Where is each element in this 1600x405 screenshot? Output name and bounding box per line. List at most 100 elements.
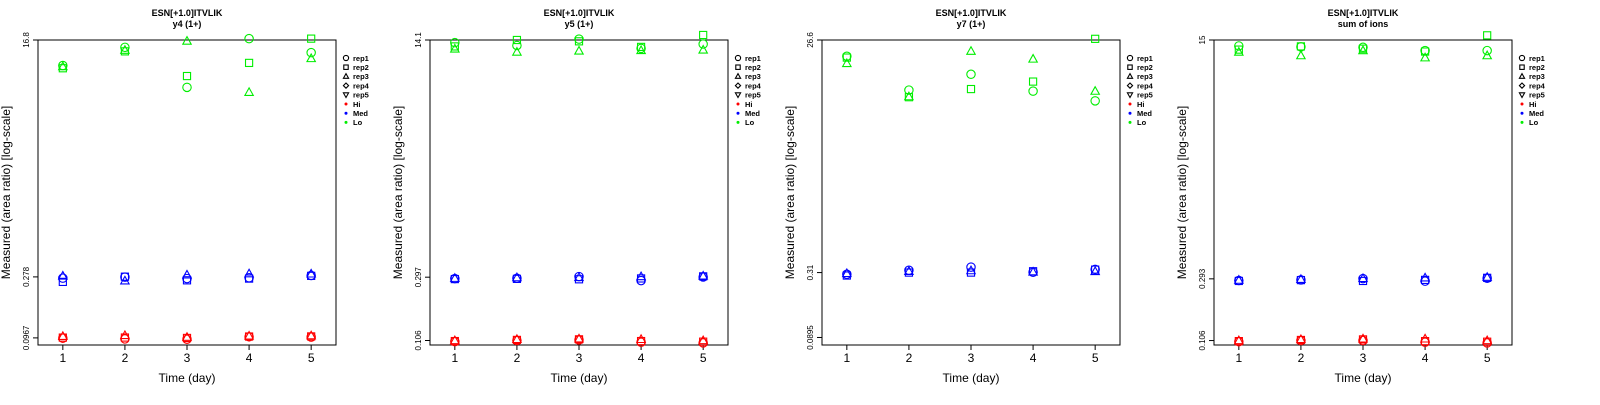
data-point-hi-rep3 <box>635 333 647 344</box>
data-point-lo-rep3 <box>306 52 317 63</box>
data-point-lo-rep1 <box>1234 41 1244 51</box>
data-point-lo-rep2 <box>182 71 192 81</box>
data-point-lo-rep1 <box>1090 96 1100 106</box>
legend-dot-med <box>344 111 348 115</box>
legend-label: rep4 <box>1529 81 1546 90</box>
legend-label: Med <box>1529 109 1544 118</box>
data-point-lo-rep3 <box>243 86 255 96</box>
data-point-hi-rep3 <box>573 333 585 343</box>
data-point-lo-rep2 <box>636 42 646 52</box>
plot-frame <box>1213 39 1513 346</box>
data-point-lo-rep2 <box>1420 47 1430 56</box>
data-point-lo-rep2 <box>244 58 254 68</box>
data-point-lo-rep1 <box>698 39 708 49</box>
data-point-lo-rep1 <box>450 37 460 48</box>
y-axis-label: Measured (area ratio) [log-scale] <box>0 106 13 279</box>
data-point-med-rep2 <box>450 274 459 284</box>
y-tick-label: 0.297 <box>414 267 423 288</box>
data-point-lo-rep2 <box>1483 31 1492 40</box>
legend-label: rep2 <box>745 63 761 72</box>
data-point-lo-rep1 <box>842 51 852 61</box>
plot-frame <box>37 39 337 346</box>
x-tick-label: 4 <box>638 351 645 365</box>
data-point-lo-rep2 <box>574 37 584 46</box>
y-axis-label: Measured (area ratio) [log-scale] <box>1175 106 1189 279</box>
data-point-lo-rep1 <box>306 47 316 58</box>
data-point-med-rep3 <box>1357 272 1369 283</box>
data-point-lo-rep2 <box>699 30 708 40</box>
legend-dot-med <box>1128 111 1132 115</box>
legend-label: Hi <box>745 100 753 109</box>
data-point-med-rep3 <box>965 265 977 275</box>
legend-marker-rep2 <box>343 64 349 70</box>
data-point-lo-rep1 <box>120 42 130 53</box>
legend-label: rep2 <box>1137 63 1153 72</box>
data-point-lo-rep1 <box>904 85 914 95</box>
data-point-lo-rep3 <box>1233 46 1244 56</box>
data-point-lo-rep3 <box>1295 50 1307 60</box>
x-tick-label: 3 <box>184 351 191 365</box>
legend-marker-rep4 <box>1126 82 1134 89</box>
data-point-lo-rep3 <box>1357 45 1369 55</box>
x-tick-label: 3 <box>1360 351 1367 365</box>
chart-title: ESN[+1.0]ITVLIK <box>1328 8 1399 18</box>
chart-subtitle: y4 (1+) <box>173 19 202 29</box>
legend-label: rep4 <box>1137 81 1154 90</box>
x-axis-label: Time (day) <box>551 371 608 385</box>
data-point-lo-rep3 <box>181 35 193 45</box>
x-tick-label: 4 <box>1422 351 1429 365</box>
data-point-hi-rep3 <box>698 334 709 345</box>
data-point-lo-rep2 <box>842 53 851 62</box>
legend-label: Hi <box>1529 100 1537 109</box>
data-point-med-rep3 <box>1482 271 1493 281</box>
data-point-hi-rep3 <box>1357 333 1369 343</box>
data-point-hi-rep3 <box>511 333 523 344</box>
data-point-med-rep3 <box>1090 265 1101 276</box>
data-point-lo-rep3 <box>635 44 647 55</box>
x-axis-label: Time (day) <box>943 371 1000 385</box>
data-point-med-rep3 <box>635 271 647 281</box>
legend-label: Lo <box>353 118 363 127</box>
legend-marker-rep2 <box>1519 64 1525 70</box>
data-point-lo-rep3 <box>698 44 709 54</box>
data-point-hi-rep3 <box>57 330 68 340</box>
data-point-lo-rep1 <box>182 82 192 93</box>
y-tick-label: 0.106 <box>1198 330 1207 351</box>
data-point-hi-rep1 <box>182 334 192 344</box>
y-tick-label: 16.8 <box>22 32 31 48</box>
data-point-lo-rep2 <box>512 35 522 45</box>
data-point-hi-rep2 <box>450 336 459 346</box>
legend-label: rep3 <box>745 72 761 81</box>
legend-label: Lo <box>1137 118 1147 127</box>
data-point-lo-rep3 <box>57 61 68 71</box>
legend-label: rep5 <box>1529 91 1545 100</box>
legend-label: Lo <box>1529 118 1539 127</box>
data-point-med-rep2 <box>1296 275 1306 285</box>
data-point-lo-rep3 <box>1090 85 1101 95</box>
data-point-lo-rep3 <box>1482 50 1493 60</box>
legend-marker-rep4 <box>734 82 742 89</box>
legend-marker-rep4 <box>342 82 350 89</box>
legend-dot-med <box>1520 111 1524 115</box>
chart-title: ESN[+1.0]ITVLIK <box>152 8 223 18</box>
x-tick-label: 2 <box>906 351 913 365</box>
data-point-lo-rep3 <box>1419 52 1431 62</box>
legend-marker-rep1 <box>1518 54 1526 62</box>
legend-marker-rep5 <box>1126 92 1134 99</box>
y-axis-label: Measured (area ratio) [log-scale] <box>783 106 797 279</box>
data-point-med-rep3 <box>57 270 68 280</box>
data-point-hi-rep2 <box>182 333 192 343</box>
data-point-lo-rep2 <box>904 93 914 102</box>
x-tick-label: 2 <box>122 351 129 365</box>
data-point-lo-rep3 <box>965 45 977 55</box>
data-point-med-rep3 <box>1419 272 1431 282</box>
data-point-hi-rep3 <box>306 330 317 340</box>
legend-dot-hi <box>736 102 740 106</box>
data-point-med-rep2 <box>1483 273 1492 282</box>
legend-marker-rep1 <box>1126 54 1134 62</box>
legend-label: rep4 <box>745 81 762 90</box>
legend-label: rep1 <box>1137 54 1153 63</box>
y-tick-label: 0.278 <box>22 266 31 287</box>
